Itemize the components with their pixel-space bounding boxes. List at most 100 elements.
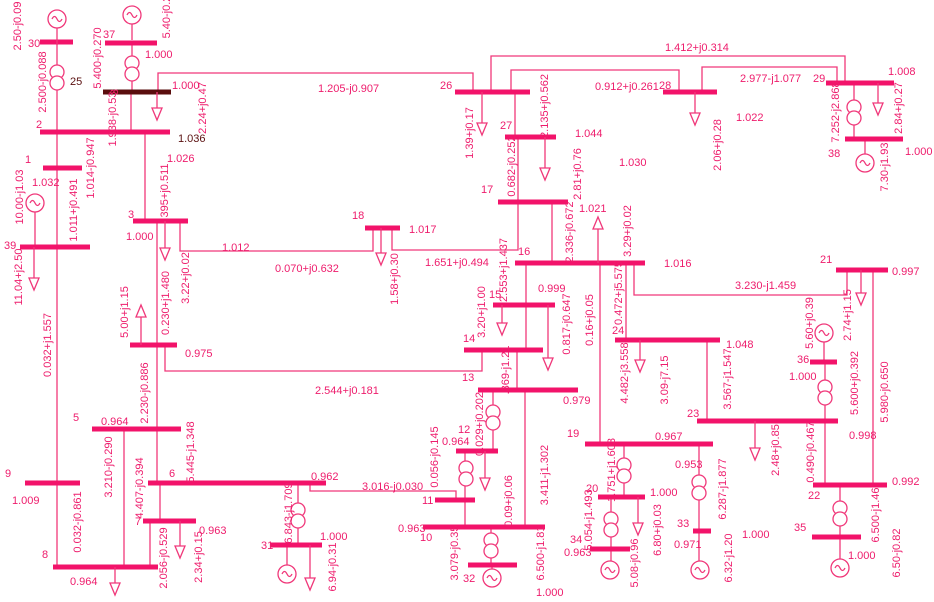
bus-number-label: 11 [422,495,433,507]
bus-voltage-label: 1.000 [126,231,154,243]
branch-flow-label: 4.407-j0.394 [134,457,146,518]
bus-number-label: 28 [659,80,671,92]
bus-voltage-label: 1.000 [789,371,817,383]
transformer-icon [483,543,499,559]
load-arrow-icon [749,447,761,462]
load-arrow-icon [135,303,147,318]
transformer-icon [832,511,848,527]
bus-voltage-label: 0.971 [674,539,702,551]
generation-label: 5.40-j0.2 [161,0,173,38]
bus-number-label: 9 [5,468,11,480]
bus-voltage-label: 1.012 [222,242,250,254]
bus-voltage-label: 1.000 [650,487,678,499]
branch-flow-label: 0.032-j0.861 [72,491,84,552]
transformer-icon [817,390,833,406]
transformer-icon [458,471,474,487]
branch-flow-label: 0.472+j5.575 [613,261,625,325]
load-label: 1.39+j0.17 [464,107,476,159]
bus-voltage-label: 1.000 [536,587,564,599]
load-arrow-icon [479,477,491,492]
bus-voltage-label: 1.000 [320,531,348,543]
branch-flow-label: 0.817-j0.647 [561,293,573,354]
load-arrow-icon [689,112,701,127]
branch-flow-label: 1.938-j0.53 [107,91,119,146]
bus-voltage-label: 1.021 [579,203,607,215]
bus-number-label: 22 [808,490,820,502]
bus-number-label: 31 [261,540,273,552]
branch-flow-label: 2.977-j1.077 [740,73,801,85]
transformer-icon [485,415,501,431]
branch-flow-label: 2.336-j0.672 [564,201,576,262]
bus-voltage-label: 1.008 [888,66,916,78]
branch-flow-label: 3.411-j1.302 [539,445,551,505]
generator-sine-icon [126,11,138,19]
load-label: 3.20+j1.00 [476,286,488,338]
transmission-line [179,221,374,252]
bus-voltage-label: 0.975 [185,348,213,360]
bus-number-label: 30 [28,38,40,50]
bus-number-label: 1 [25,154,31,166]
branch-flow-label: 6.843-j1.709 [283,482,295,543]
branch-flow-label: 6.500-j1.81 [535,525,547,580]
branch-flow-label: 3.079-j0.35 [449,525,461,580]
bus-voltage-label: 1.044 [575,128,603,140]
load-arrow-icon [151,107,163,122]
load-arrow-icon [855,292,867,307]
load-arrow-icon [159,247,171,262]
branch-flow-label: 5.445-j1.348 [185,421,197,482]
bus-number-label: 3 [109,89,121,95]
generator-sine-icon [51,15,63,23]
load-label: 6.94-j0.31 [327,543,339,592]
load-label: 2.24+j0.47 [197,82,209,134]
generation-label: 6.32-j1.20 [723,534,735,583]
branch-flow-label: 2.553+j1.437 [498,238,510,302]
transformer-icon [846,110,862,126]
bus-number-label: 17 [481,184,493,196]
transmission-line [633,263,848,296]
bus-number-label: 12 [458,424,470,436]
load-arrow-icon [496,322,508,337]
branch-flow-label: 2.544+j0.181 [315,385,379,397]
load-label: 5.00+j1.15 [119,286,131,338]
bus-number-label: 16 [518,246,530,258]
load-arrow-icon [592,215,604,230]
branch-flow-label: 0.490-j0.467 [805,421,817,482]
branch-flow-label: 0.029+j0.202 [474,392,486,456]
bus-voltage-label: 1.026 [167,153,195,165]
load-arrow-icon [375,252,387,267]
branch-flow-label: .395+j0.511 [159,164,171,221]
transformer-icon [616,468,632,484]
branch-flow-label: 5.600+j0.392 [849,351,861,415]
branch-flow-label: 0.032+j1.557 [42,313,54,377]
load-label: 6.80+j0.03 [652,504,664,556]
bus-number-label: 8 [42,549,48,561]
generation-label: 5.08-j0.96 [629,539,641,588]
bus-number-label: 34 [570,534,582,546]
bus-number-label: 2 [36,119,42,131]
load-label: 2.84+j0.27 [893,82,905,134]
transformer-icon [290,513,306,529]
bus-number-label: 3 [128,209,134,221]
bus-number-label: 15 [489,289,501,301]
bus-number-label: 27 [500,120,512,132]
bus-voltage-label: 1.030 [619,157,647,169]
branch-flow-label: 6.287-j1.877 [717,458,729,519]
generation-label: 6.50-j0.82 [891,529,903,578]
generator-sine-icon [694,566,706,574]
transmission-line [391,202,519,251]
bus-voltage-label: 1.032 [32,177,60,189]
load-label: 3.09-j7.15 [659,356,671,405]
branch-flow-label: 1.205-j0.907 [318,83,379,95]
branch-flow-label: .369-j1.21 [500,346,512,395]
bus-number-label: 19 [567,428,579,440]
generator-sine-icon [281,570,293,578]
generator-sine-icon [834,564,846,572]
bus-voltage-label: 0.963 [564,547,592,559]
load-label: 2.34+j0.15 [193,531,205,583]
transformer-icon [49,75,65,91]
bus-voltage-label: 0.964 [70,576,98,588]
transformer-icon [691,485,707,501]
generation-label: 2.50-j0.09 [12,2,24,51]
transmission-line [157,72,474,92]
